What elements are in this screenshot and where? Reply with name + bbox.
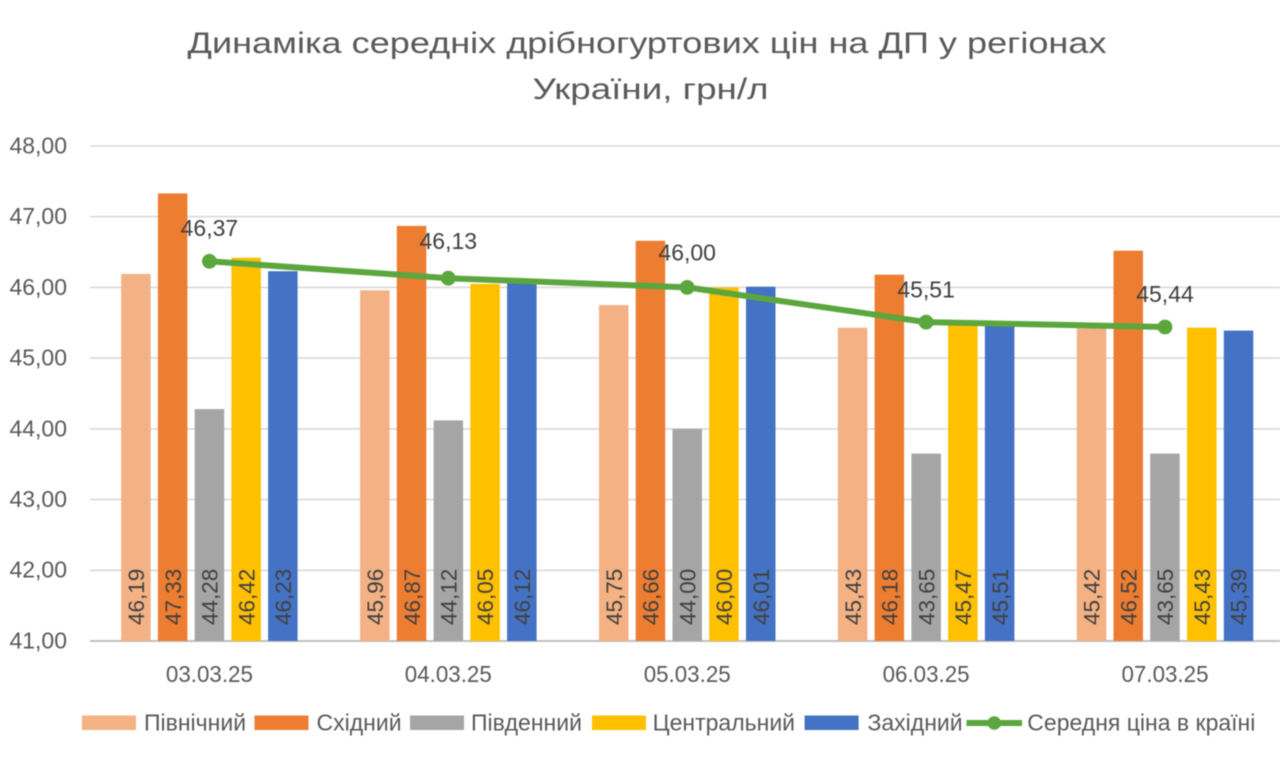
svg-text:47,33: 47,33 bbox=[161, 569, 186, 625]
svg-text:48,00: 48,00 bbox=[9, 132, 67, 158]
svg-text:46,66: 46,66 bbox=[639, 569, 664, 625]
svg-text:44,12: 44,12 bbox=[437, 569, 462, 625]
svg-text:46,01: 46,01 bbox=[749, 569, 774, 625]
svg-text:45,75: 45,75 bbox=[602, 569, 627, 625]
svg-text:45,51: 45,51 bbox=[988, 569, 1013, 625]
svg-text:46,12: 46,12 bbox=[510, 569, 535, 625]
svg-text:46,00: 46,00 bbox=[658, 240, 716, 266]
svg-text:Середня ціна в країні: Середня ціна в країні bbox=[1027, 710, 1255, 736]
svg-text:46,37: 46,37 bbox=[181, 215, 239, 241]
svg-text:Центральний: Центральний bbox=[653, 710, 795, 736]
svg-text:03.03.25: 03.03.25 bbox=[166, 661, 253, 687]
svg-text:46,87: 46,87 bbox=[400, 569, 425, 625]
svg-text:45,00: 45,00 bbox=[9, 345, 67, 371]
svg-text:45,43: 45,43 bbox=[1190, 569, 1215, 625]
svg-text:Західний: Західний bbox=[868, 710, 963, 736]
svg-text:46,42: 46,42 bbox=[234, 569, 259, 625]
svg-text:Північний: Північний bbox=[144, 710, 246, 736]
svg-text:45,96: 45,96 bbox=[363, 569, 388, 625]
svg-text:43,65: 43,65 bbox=[1153, 569, 1178, 625]
svg-text:07.03.25: 07.03.25 bbox=[1122, 661, 1209, 687]
svg-text:47,00: 47,00 bbox=[9, 203, 67, 229]
svg-text:45,44: 45,44 bbox=[1136, 281, 1194, 307]
svg-text:45,43: 45,43 bbox=[841, 569, 866, 625]
svg-text:46,00: 46,00 bbox=[712, 569, 737, 625]
svg-text:46,19: 46,19 bbox=[124, 569, 149, 625]
svg-text:45,47: 45,47 bbox=[951, 569, 976, 625]
svg-text:46,13: 46,13 bbox=[420, 228, 478, 254]
svg-text:46,18: 46,18 bbox=[878, 569, 903, 625]
svg-text:46,52: 46,52 bbox=[1117, 569, 1142, 625]
svg-text:44,28: 44,28 bbox=[198, 569, 223, 625]
svg-text:46,23: 46,23 bbox=[271, 569, 296, 625]
svg-text:46,05: 46,05 bbox=[473, 569, 498, 625]
svg-text:04.03.25: 04.03.25 bbox=[405, 661, 492, 687]
svg-text:46,00: 46,00 bbox=[9, 274, 67, 300]
svg-text:05.03.25: 05.03.25 bbox=[644, 661, 731, 687]
svg-text:43,00: 43,00 bbox=[9, 486, 67, 512]
svg-text:45,42: 45,42 bbox=[1080, 569, 1105, 625]
svg-text:43,65: 43,65 bbox=[914, 569, 939, 625]
svg-text:Динаміка середніх дрібногуртов: Динаміка середніх дрібногуртових цін на … bbox=[188, 27, 1107, 60]
svg-text:44,00: 44,00 bbox=[9, 415, 67, 441]
svg-text:України, грн/л: України, грн/л bbox=[533, 73, 769, 106]
svg-text:Східний: Східний bbox=[317, 710, 402, 736]
svg-text:06.03.25: 06.03.25 bbox=[883, 661, 970, 687]
svg-text:Південний: Південний bbox=[471, 710, 582, 736]
svg-text:45,39: 45,39 bbox=[1227, 569, 1252, 625]
svg-text:44,00: 44,00 bbox=[675, 569, 700, 625]
svg-text:41,00: 41,00 bbox=[9, 627, 67, 653]
svg-text:45,51: 45,51 bbox=[897, 277, 955, 303]
svg-text:42,00: 42,00 bbox=[9, 557, 67, 583]
